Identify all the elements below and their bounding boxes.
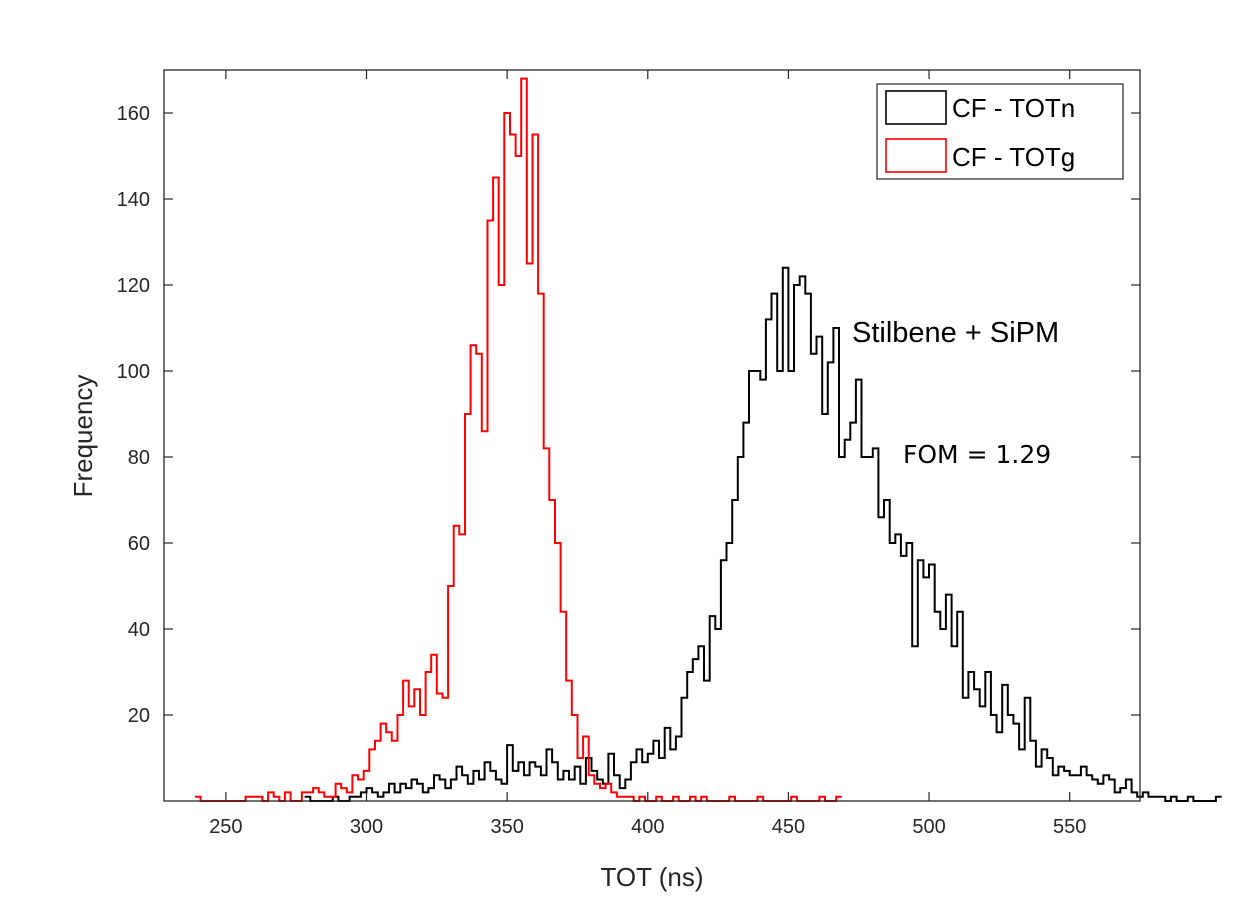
y-tick-label: 60 (128, 533, 150, 555)
y-tick-label: 100 (117, 361, 150, 383)
x-tick-label: 500 (912, 816, 945, 838)
y-tick-label: 120 (117, 275, 150, 297)
legend-label-totn: CF - TOTn (952, 93, 1075, 123)
y-tick-label: 160 (117, 103, 150, 125)
legend-swatch-totg (885, 138, 947, 173)
x-tick-label: 300 (350, 816, 383, 838)
annotation-fom: FOM = 1.29 (903, 440, 1051, 469)
plot-background (164, 70, 1140, 801)
x-tick-label: 350 (490, 816, 523, 838)
x-tick-label: 250 (209, 816, 242, 838)
axis-ticks (164, 70, 1140, 801)
legend-box (876, 83, 1124, 180)
x-axis-label: TOT (ns) (600, 862, 703, 892)
legend-swatch-totn (885, 90, 947, 125)
legend: CF - TOTn CF - TOTg (876, 83, 1124, 180)
tick-labels: 250 300 350 400 450 500 550 20 40 60 80 100 120 140 16… (117, 103, 1087, 838)
series-totn-histogram (304, 266, 1222, 802)
y-tick-label: 40 (128, 619, 150, 641)
y-tick-label: 140 (117, 189, 150, 211)
x-tick-label: 400 (631, 816, 664, 838)
x-tick-label: 450 (772, 816, 805, 838)
x-tick-label: 550 (1053, 816, 1086, 838)
y-axis-label: Frequency (68, 375, 98, 498)
y-tick-label: 20 (128, 705, 150, 727)
annotation-detector: Stilbene + SiPM (852, 317, 1059, 349)
axes-box (163, 69, 1141, 802)
legend-label-totg: CF - TOTg (952, 142, 1075, 172)
y-tick-label: 80 (128, 447, 150, 469)
